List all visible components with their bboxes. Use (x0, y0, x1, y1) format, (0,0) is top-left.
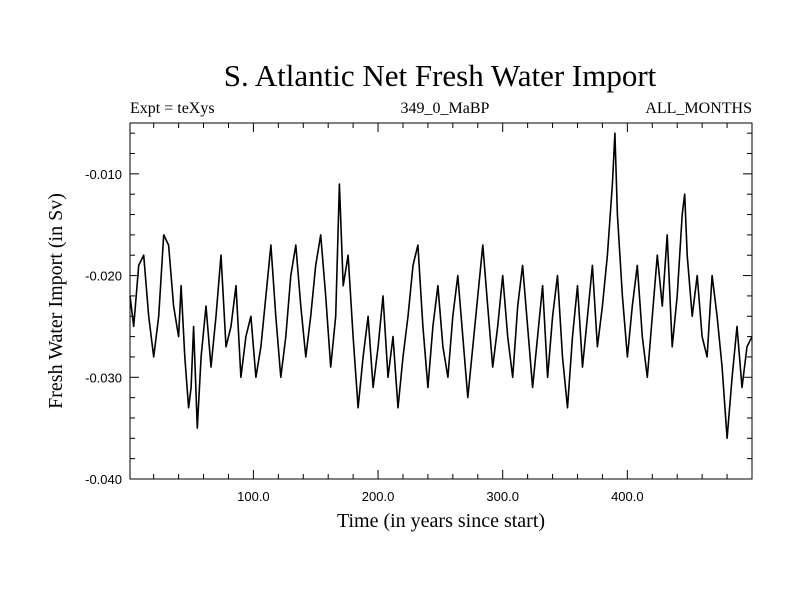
y-tick-label: -0.040 (85, 472, 122, 487)
chart-title: S. Atlantic Net Fresh Water Import (223, 58, 657, 93)
y-axis-title: Fresh Water Import (in Sv) (45, 193, 67, 409)
x-tick-label: 100.0 (237, 489, 270, 504)
months-label: ALL_MONTHS (645, 100, 752, 117)
x-tick-label: 300.0 (486, 489, 519, 504)
x-tick-label: 400.0 (611, 489, 644, 504)
y-tick-label: -0.020 (85, 269, 122, 284)
y-tick-label: -0.010 (85, 167, 122, 182)
experiment-label: Expt = teXys (130, 100, 215, 117)
x-tick-label: 200.0 (362, 489, 395, 504)
run-label: 349_0_MaBP (400, 100, 490, 117)
x-axis-title: Time (in years since start) (337, 510, 545, 532)
y-tick-label: -0.030 (85, 370, 122, 385)
series-line (129, 132, 753, 440)
